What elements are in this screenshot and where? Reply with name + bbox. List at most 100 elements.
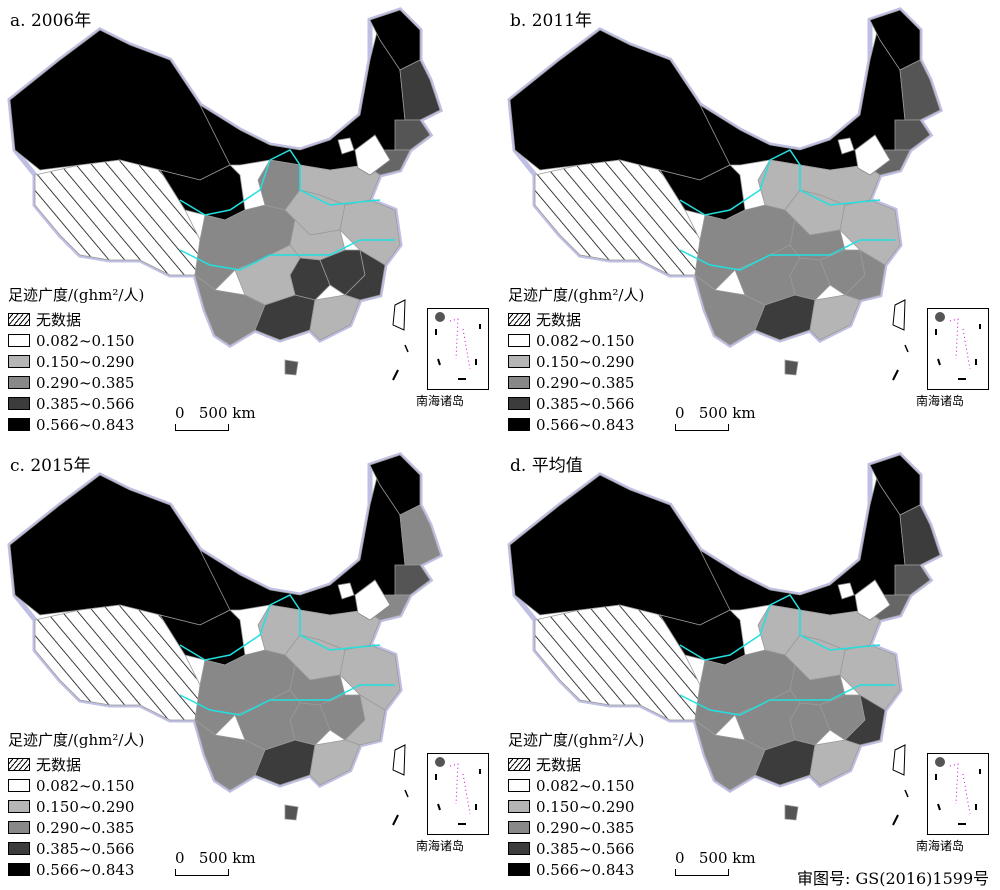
- legend-item: 0.082~0.150: [8, 330, 144, 351]
- region-guangdong: [309, 739, 361, 786]
- legend-item: 0.290~0.385: [508, 372, 644, 393]
- region-jilin: [894, 119, 931, 151]
- legend-swatch: [508, 313, 530, 326]
- panel-title: a. 2006年: [10, 11, 92, 31]
- legend-swatch: [508, 376, 530, 389]
- yangtze-river: [679, 239, 895, 271]
- region-tibet: [534, 604, 701, 721]
- south-china-sea-inset: [427, 308, 489, 390]
- legend-swatch: [508, 758, 530, 771]
- taiwan: [392, 744, 406, 776]
- legend-title: 足迹广度/(ghm²/人): [508, 731, 645, 749]
- legend-label: 0.290~0.385: [536, 818, 635, 837]
- legend-item: 0.082~0.150: [8, 775, 144, 796]
- inset-caption: 南海诸岛: [416, 839, 465, 853]
- map-panel: 南海诸岛 d. 平均值足迹广度/(ghm²/人) 无数据 0.082~0.150 0.1…: [500, 445, 1000, 890]
- region-hainan: [284, 804, 299, 821]
- china-map: [7, 452, 444, 826]
- yellow-river: [179, 149, 381, 216]
- legend: 足迹广度/(ghm²/人) 无数据 0.082~0.150 0.150~0.290 0.…: [508, 284, 644, 435]
- region-guangdong: [809, 294, 861, 341]
- china-map: [507, 452, 944, 826]
- legend-swatch: [8, 313, 30, 326]
- legend-label: 0.385~0.566: [36, 839, 135, 858]
- legend-item: 0.385~0.566: [508, 838, 644, 859]
- scale-label: 500 km: [198, 404, 256, 422]
- legend-swatch: [8, 355, 30, 368]
- legend-swatch: [8, 821, 30, 834]
- legend-label: 无数据: [536, 756, 582, 774]
- yellow-river: [679, 149, 881, 216]
- legend-label: 0.082~0.150: [36, 331, 135, 350]
- legend-label: 无数据: [36, 311, 82, 329]
- legend-label: 0.385~0.566: [536, 839, 635, 858]
- scale-zero: 0: [675, 404, 685, 422]
- taiwan: [892, 744, 906, 776]
- legend-label: 无数据: [36, 756, 82, 774]
- taiwan: [892, 299, 906, 331]
- region-beijing: [337, 137, 355, 155]
- legend-swatch: [8, 334, 30, 347]
- legend: 足迹广度/(ghm²/人) 无数据 0.082~0.150 0.150~0.290 0.…: [8, 284, 144, 435]
- region-west: [9, 474, 231, 626]
- legend-label: 0.150~0.290: [536, 352, 635, 371]
- bohai-sea: [354, 579, 391, 621]
- legend-label: 0.082~0.150: [536, 776, 635, 795]
- scale-line: [675, 869, 729, 876]
- legend-swatch: [8, 863, 30, 876]
- region-tibet: [534, 159, 701, 276]
- scale-label: 500 km: [698, 849, 756, 867]
- legend-item: 0.566~0.843: [8, 859, 144, 880]
- legend-label: 0.150~0.290: [36, 352, 135, 371]
- region-guangdong: [809, 739, 861, 786]
- legend-item: 0.385~0.566: [508, 393, 644, 414]
- legend-label: 0.566~0.843: [36, 415, 135, 434]
- inset-caption: 南海诸岛: [916, 394, 965, 408]
- scale-line: [175, 869, 229, 876]
- region-east: [339, 199, 401, 266]
- legend-swatch: [508, 397, 530, 410]
- region-jilin: [894, 564, 931, 596]
- scale-bar: 0 500 km: [175, 404, 256, 431]
- legend-title: 足迹广度/(ghm²/人): [8, 286, 145, 304]
- map-panel: 南海诸岛 c. 2015年 足迹广度/(ghm²/人) 无数据 0.082~0.150 0…: [0, 445, 500, 890]
- legend-label: 0.150~0.290: [36, 797, 135, 816]
- panel-title: d. 平均值: [510, 456, 583, 476]
- inset-caption: 南海诸岛: [916, 839, 965, 853]
- legend-swatch: [508, 418, 530, 431]
- legend-label: 0.290~0.385: [36, 373, 135, 392]
- legend-item: 0.566~0.843: [508, 859, 644, 880]
- region-west: [9, 29, 231, 181]
- legend-item: 0.082~0.150: [508, 330, 644, 351]
- legend-swatch: [508, 779, 530, 792]
- legend-item: 无数据: [508, 309, 644, 330]
- legend-label: 0.150~0.290: [536, 797, 635, 816]
- legend-label: 无数据: [536, 311, 582, 329]
- region-hainan: [284, 359, 299, 376]
- legend-swatch: [508, 821, 530, 834]
- legend-swatch: [8, 418, 30, 431]
- legend-label: 0.290~0.385: [536, 373, 635, 392]
- legend-swatch: [8, 779, 30, 792]
- panel-title: c. 2015年: [10, 456, 91, 476]
- yangtze-river: [679, 684, 895, 716]
- legend-item: 0.566~0.843: [8, 414, 144, 435]
- legend-item: 0.290~0.385: [8, 372, 144, 393]
- legend-item: 0.290~0.385: [508, 817, 644, 838]
- legend-item: 无数据: [8, 754, 144, 775]
- yangtze-river: [179, 684, 395, 716]
- bohai-sea: [854, 579, 891, 621]
- legend-item: 0.385~0.566: [8, 838, 144, 859]
- region-west: [509, 29, 731, 181]
- legend-title: 足迹广度/(ghm²/人): [508, 286, 645, 304]
- legend-item: 无数据: [8, 309, 144, 330]
- taiwan: [392, 299, 406, 331]
- legend-label: 0.566~0.843: [536, 415, 635, 434]
- legend-swatch: [508, 355, 530, 368]
- region-beijing: [837, 137, 855, 155]
- china-map: [507, 7, 944, 381]
- legend-label: 0.385~0.566: [536, 394, 635, 413]
- region-tibet: [34, 159, 201, 276]
- legend-item: 0.290~0.385: [8, 817, 144, 838]
- region-jilin: [394, 119, 431, 151]
